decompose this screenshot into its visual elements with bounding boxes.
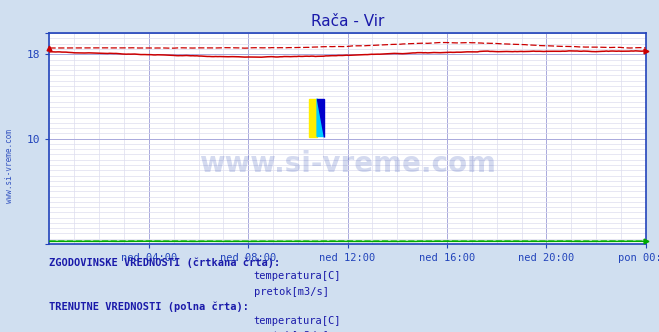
Text: ZGODOVINSKE VREDNOSTI (črtkana črta):: ZGODOVINSKE VREDNOSTI (črtkana črta): — [49, 257, 281, 268]
Text: temperatura[C]: temperatura[C] — [254, 316, 341, 326]
Polygon shape — [317, 99, 324, 136]
Title: Rača - Vir: Rača - Vir — [311, 14, 384, 29]
Text: pretok[m3/s]: pretok[m3/s] — [254, 331, 329, 332]
Text: TRENUTNE VREDNOSTI (polna črta):: TRENUTNE VREDNOSTI (polna črta): — [49, 301, 249, 312]
Polygon shape — [317, 99, 324, 136]
Text: www.si-vreme.com: www.si-vreme.com — [5, 129, 14, 203]
Text: temperatura[C]: temperatura[C] — [254, 271, 341, 281]
Text: www.si-vreme.com: www.si-vreme.com — [199, 150, 496, 178]
Bar — [309, 99, 317, 136]
Text: pretok[m3/s]: pretok[m3/s] — [254, 287, 329, 297]
